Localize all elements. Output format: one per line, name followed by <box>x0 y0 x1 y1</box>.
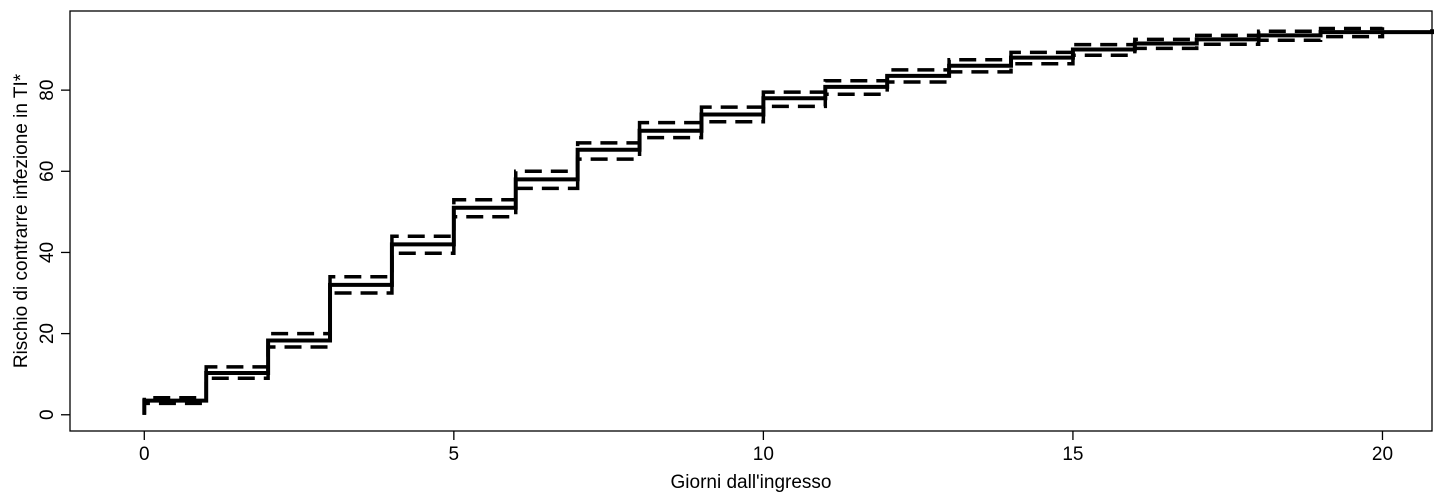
series-layer <box>142 26 1434 415</box>
estimate-line-0 <box>142 29 1434 415</box>
y-axis: 0 20 40 60 80 <box>37 80 70 420</box>
x-tick-label: 5 <box>449 444 460 465</box>
y-tick-label: 60 <box>37 161 58 182</box>
y-axis-title: Rischio di contrarre infezione in TI* <box>11 73 32 368</box>
y-tick-label: 80 <box>37 80 58 101</box>
confidence-band-line-2 <box>142 33 1385 415</box>
plot-frame <box>69 10 1433 432</box>
y-tick-label: 20 <box>37 323 58 344</box>
x-tick-label: 0 <box>139 444 150 465</box>
x-tick-label: 15 <box>1062 444 1083 465</box>
x-axis: 0 5 10 15 20 <box>139 431 1393 465</box>
y-tick-label: 0 <box>37 409 58 420</box>
x-tick-label: 20 <box>1372 444 1393 465</box>
confidence-band-line-1 <box>142 26 1385 415</box>
x-axis-title: Giorni dall'ingresso <box>671 472 832 493</box>
y-tick-label: 40 <box>37 242 58 263</box>
x-tick-label: 10 <box>753 444 774 465</box>
